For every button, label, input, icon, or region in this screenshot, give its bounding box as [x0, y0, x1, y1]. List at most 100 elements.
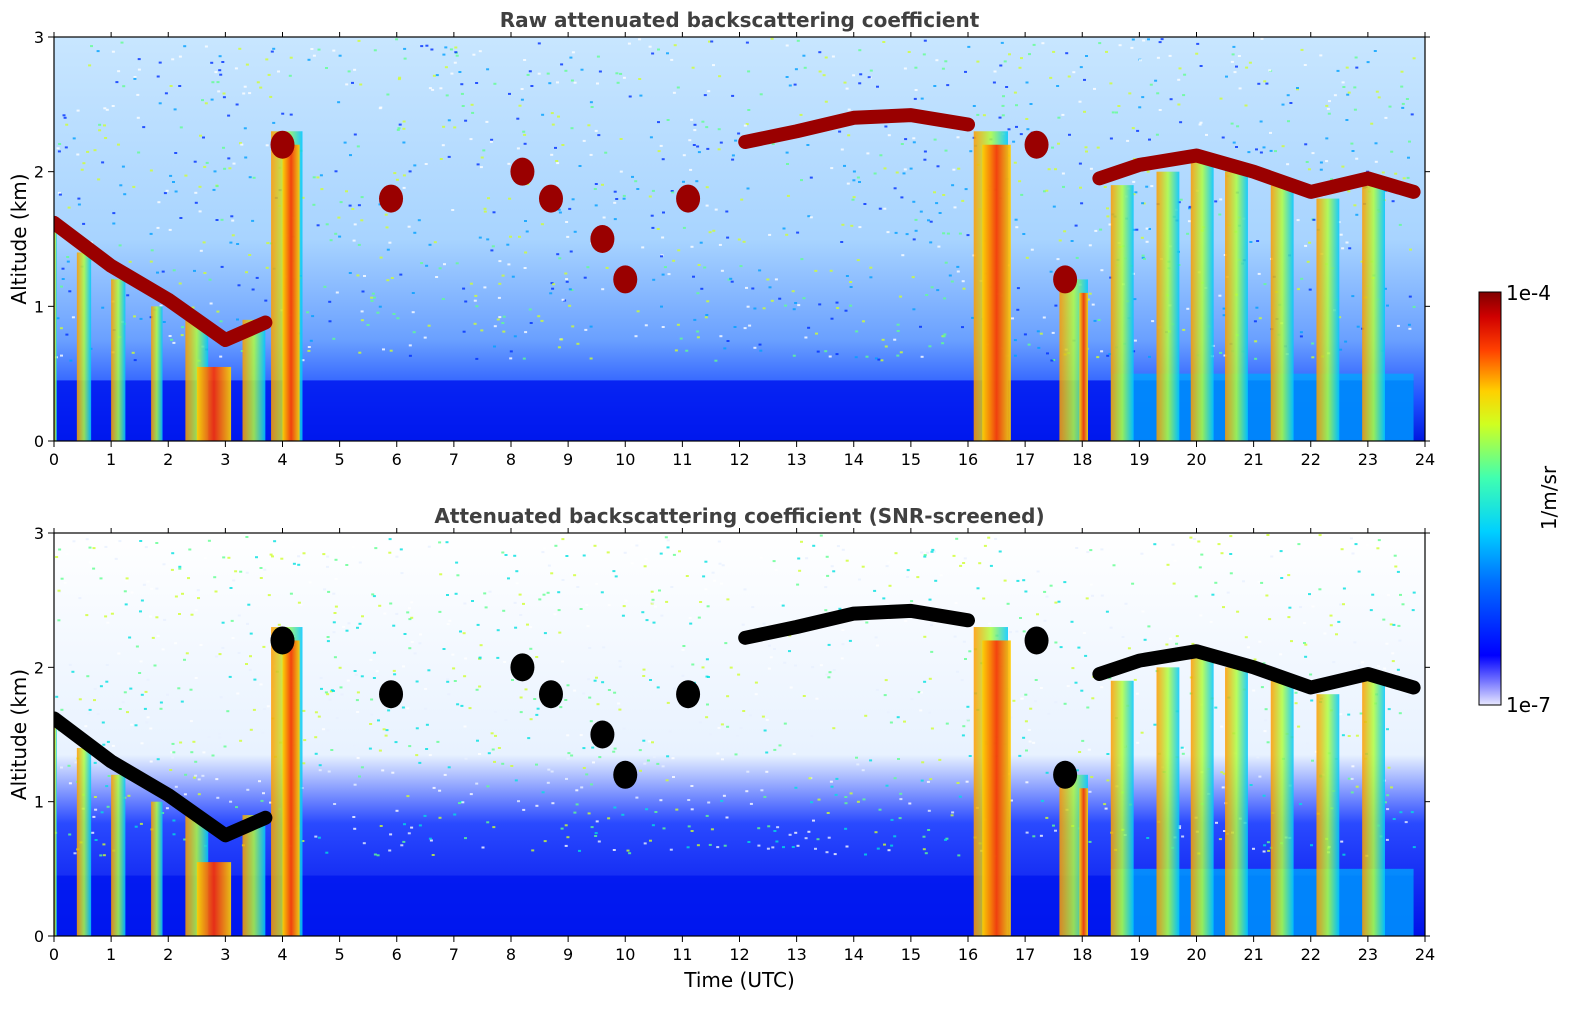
precipitation-streak: [54, 721, 57, 936]
x-tick-label: 19: [1129, 945, 1149, 964]
cloud-fragment: [613, 265, 638, 294]
y-tick-label: 2: [34, 658, 44, 677]
precipitation-streak: [54, 225, 57, 441]
cloud-fragment: [538, 680, 563, 709]
strong-return: [982, 144, 1011, 441]
strong-return: [1079, 788, 1088, 936]
x-tick-label: 3: [220, 945, 230, 964]
precipitation-streak: [1362, 680, 1386, 936]
x-tick-label: 11: [672, 945, 692, 964]
precipitation-streak: [1316, 198, 1340, 441]
colorbar-max-label: 1e-4: [1506, 281, 1551, 305]
precipitation-streak: [1110, 185, 1134, 441]
heatmap-area: [54, 533, 1425, 936]
y-axis-label: Altitude (km): [7, 173, 31, 304]
x-tick-label: 15: [901, 450, 921, 469]
x-tick-label: 4: [277, 945, 287, 964]
precipitation-streak: [1190, 158, 1214, 441]
x-tick-label: 10: [615, 450, 635, 469]
precipitation-streak: [1156, 667, 1180, 936]
cloud-fragment: [1024, 130, 1049, 159]
precipitation-streak: [76, 747, 92, 936]
strong-return: [196, 366, 232, 441]
x-tick-label: 0: [49, 945, 59, 964]
cloud-fragment: [590, 720, 615, 749]
cloud-fragment: [510, 157, 535, 186]
x-tick-label: 18: [1072, 450, 1092, 469]
x-tick-label: 21: [1243, 450, 1263, 469]
strong-return: [982, 640, 1011, 936]
y-tick-label: 1: [34, 793, 44, 812]
x-tick-label: 1: [106, 450, 116, 469]
precipitation-streak: [111, 279, 126, 441]
precipitation-streak: [1110, 680, 1134, 936]
cloud-fragment: [676, 680, 701, 709]
x-tick-label: 24: [1415, 450, 1435, 469]
x-tick-label: 6: [392, 945, 402, 964]
x-tick-label: 14: [844, 945, 864, 964]
x-tick-label: 16: [958, 945, 978, 964]
cloud-layer: [54, 215, 273, 347]
heatmap-area: [54, 37, 1425, 441]
y-tick-label: 3: [34, 524, 44, 543]
noise-speckle: [54, 534, 1416, 858]
cloud-layer: [1092, 644, 1421, 695]
colorbar-min-label: 1e-7: [1506, 693, 1551, 717]
y-axis-label: Altitude (km): [7, 669, 31, 800]
x-tick-label: 8: [506, 945, 516, 964]
x-tick-label: 23: [1358, 945, 1378, 964]
cloud-fragment: [538, 184, 563, 213]
x-tick-label: 13: [786, 450, 806, 469]
precipitation-streak: [1316, 694, 1340, 936]
strong-return: [282, 144, 300, 441]
precipitation-streak: [242, 319, 266, 441]
cloud-fragment: [379, 184, 404, 213]
cloud-layer: [1092, 148, 1421, 199]
x-tick-label: 13: [786, 945, 806, 964]
x-tick-label: 10: [615, 945, 635, 964]
cloud-fragment: [613, 760, 638, 789]
x-tick-label: 17: [1015, 450, 1035, 469]
strong-return: [196, 862, 232, 936]
cloud-fragment: [270, 130, 295, 159]
cloud-layer: [738, 603, 975, 645]
colorbar-gradient: [1478, 291, 1502, 706]
x-tick-label: 2: [163, 450, 173, 469]
y-tick-label: 3: [34, 28, 44, 47]
x-tick-label: 19: [1129, 450, 1149, 469]
panel-title: Attenuated backscattering coefficient (S…: [434, 504, 1044, 528]
x-tick-label: 14: [844, 450, 864, 469]
panel-screened: 0 1 2 3 4 5 6 7 8 9 10 11 12 13 14 15 16 17 18 19 20 21 22 23 24…: [7, 504, 1435, 992]
cloud-fragment: [590, 225, 615, 253]
x-axis-label: Time (UTC): [683, 968, 795, 992]
cloud-layer: [738, 108, 975, 149]
colorbar-unit-label: 1/m/sr: [1537, 465, 1561, 530]
precipitation-streak: [1270, 185, 1294, 441]
strong-return: [282, 640, 300, 936]
cloud-fragment: [379, 680, 404, 709]
cloud-fragment: [676, 184, 701, 213]
precipitation-streak: [1270, 680, 1294, 936]
x-tick-label: 22: [1301, 450, 1321, 469]
x-tick-label: 16: [958, 450, 978, 469]
x-tick-label: 3: [220, 450, 230, 469]
cloud-fragment: [270, 626, 295, 655]
panel-title: Raw attenuated backscattering coefficien…: [500, 8, 980, 32]
x-tick-label: 15: [901, 945, 921, 964]
precipitation-streak: [1156, 171, 1180, 441]
x-tick-label: 18: [1072, 945, 1092, 964]
x-tick-label: 21: [1243, 945, 1263, 964]
cloud-fragment: [1024, 626, 1049, 655]
x-tick-label: 23: [1358, 450, 1378, 469]
cloud-layer: [54, 711, 273, 843]
precipitation-streak: [1225, 171, 1248, 441]
x-tick-label: 12: [729, 450, 749, 469]
x-tick-label: 5: [335, 450, 345, 469]
colorbar: 1e-4 1e-7 1/m/sr: [1478, 281, 1561, 717]
precipitation-streak: [1225, 667, 1248, 936]
cloud-fragment: [1053, 760, 1078, 789]
x-tick-label: 12: [729, 945, 749, 964]
x-tick-label: 11: [672, 450, 692, 469]
precipitation-streak: [76, 252, 92, 441]
